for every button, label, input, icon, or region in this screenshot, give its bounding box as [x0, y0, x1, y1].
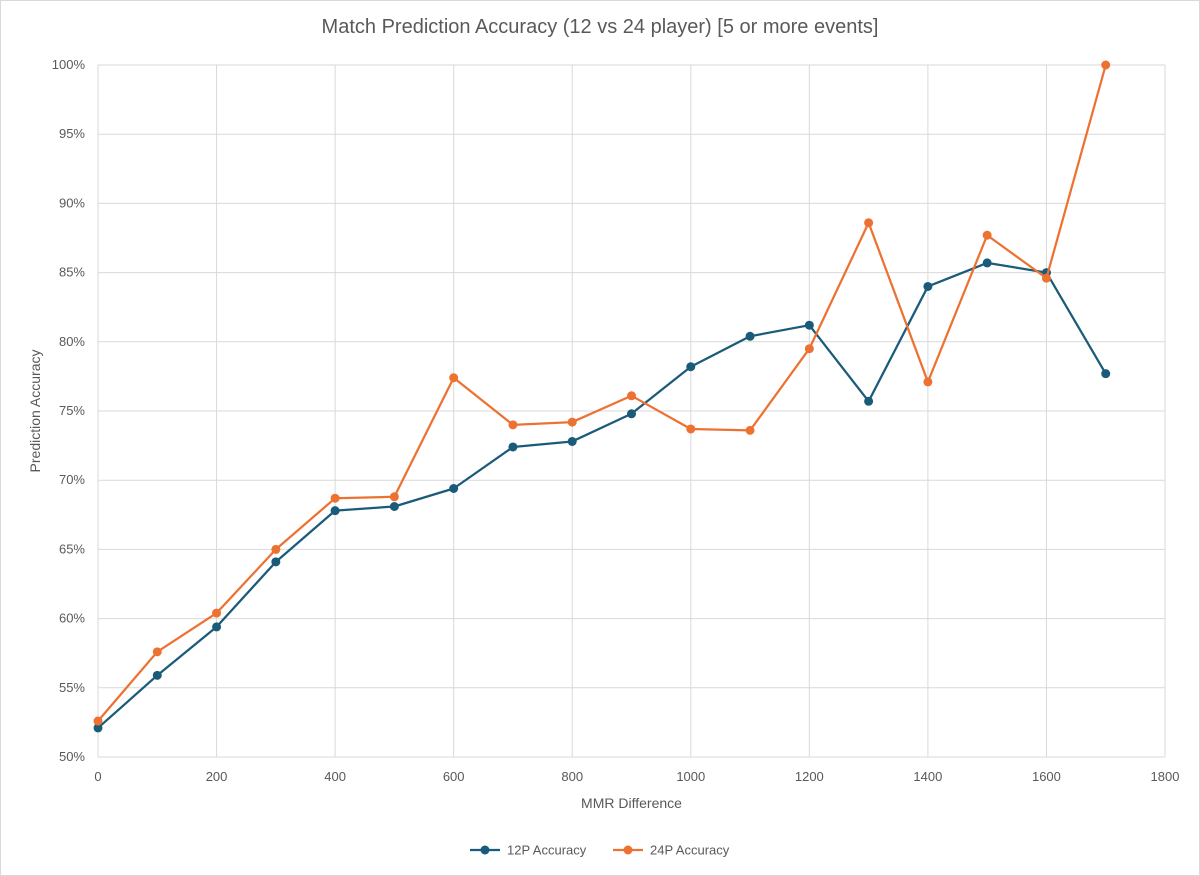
- x-axis-ticks: 0 200 400 600 800 1000 1200 1400 1600 1800: [94, 769, 1179, 784]
- data-point: [1101, 60, 1111, 70]
- data-point: [93, 716, 103, 726]
- legend-marker: [480, 845, 490, 855]
- data-point: [271, 544, 281, 554]
- y-tick-label: 65%: [59, 541, 85, 556]
- data-point: [449, 373, 459, 383]
- y-tick-label: 70%: [59, 472, 85, 487]
- legend-item: 12P Accuracy: [470, 843, 587, 858]
- series-group: [93, 60, 1111, 733]
- data-point: [745, 425, 755, 435]
- series-24p-accuracy: [93, 60, 1111, 726]
- y-tick-label: 80%: [59, 334, 85, 349]
- data-point: [686, 424, 696, 434]
- chart-title: Match Prediction Accuracy (12 vs 24 play…: [321, 16, 879, 38]
- data-point: [804, 320, 814, 330]
- data-point: [1041, 273, 1051, 283]
- data-point: [864, 396, 874, 406]
- x-tick-label: 400: [324, 769, 346, 784]
- legend: 12P Accuracy 24P Accuracy: [470, 843, 730, 858]
- y-axis-ticks: 50% 55% 60% 65% 70% 75% 80% 85% 90% 95% 100%: [52, 57, 86, 764]
- x-tick-label: 600: [443, 769, 465, 784]
- x-tick-label: 1000: [676, 769, 705, 784]
- x-tick-label: 1600: [1032, 769, 1061, 784]
- data-point: [152, 670, 162, 680]
- x-tick-label: 200: [206, 769, 228, 784]
- data-point: [1101, 369, 1111, 379]
- data-point: [567, 417, 577, 427]
- y-tick-label: 95%: [59, 126, 85, 141]
- data-point: [330, 493, 340, 503]
- gridlines: [97, 64, 1166, 758]
- data-point: [627, 391, 636, 401]
- data-point: [330, 506, 340, 516]
- x-tick-label: 800: [561, 769, 583, 784]
- legend-label: 12P Accuracy: [507, 843, 587, 858]
- data-point: [923, 377, 933, 387]
- y-tick-label: 75%: [59, 403, 85, 418]
- x-tick-label: 1800: [1151, 769, 1180, 784]
- legend-item: 24P Accuracy: [613, 843, 730, 858]
- series-12p-accuracy: [93, 258, 1111, 733]
- x-tick-label: 1400: [913, 769, 942, 784]
- y-tick-label: 50%: [59, 749, 85, 764]
- data-point: [745, 331, 755, 341]
- x-tick-label: 0: [94, 769, 101, 784]
- data-point: [923, 281, 933, 291]
- y-axis-label: Prediction Accuracy: [27, 350, 43, 473]
- x-tick-label: 1200: [795, 769, 824, 784]
- y-tick-label: 85%: [59, 265, 85, 280]
- data-point: [982, 258, 992, 268]
- data-point: [212, 608, 222, 618]
- data-point: [567, 436, 577, 446]
- data-point: [627, 409, 636, 419]
- data-point: [212, 622, 222, 632]
- legend-label: 24P Accuracy: [650, 843, 730, 858]
- y-tick-label: 90%: [59, 195, 85, 210]
- data-point: [389, 501, 399, 511]
- data-point: [508, 442, 518, 452]
- data-point: [389, 492, 399, 502]
- data-point: [508, 420, 518, 430]
- x-axis-label: MMR Difference: [581, 795, 682, 811]
- y-tick-label: 100%: [52, 57, 86, 72]
- series-line: [97, 64, 1107, 722]
- data-point: [449, 484, 459, 494]
- legend-marker: [623, 845, 633, 855]
- y-tick-label: 55%: [59, 680, 85, 695]
- data-point: [271, 557, 281, 567]
- data-point: [864, 218, 874, 228]
- y-tick-label: 60%: [59, 611, 85, 626]
- data-point: [804, 344, 814, 354]
- data-point: [982, 230, 992, 240]
- data-point: [93, 723, 103, 733]
- series-line: [97, 261, 1107, 729]
- data-point: [686, 362, 696, 372]
- data-point: [152, 647, 162, 657]
